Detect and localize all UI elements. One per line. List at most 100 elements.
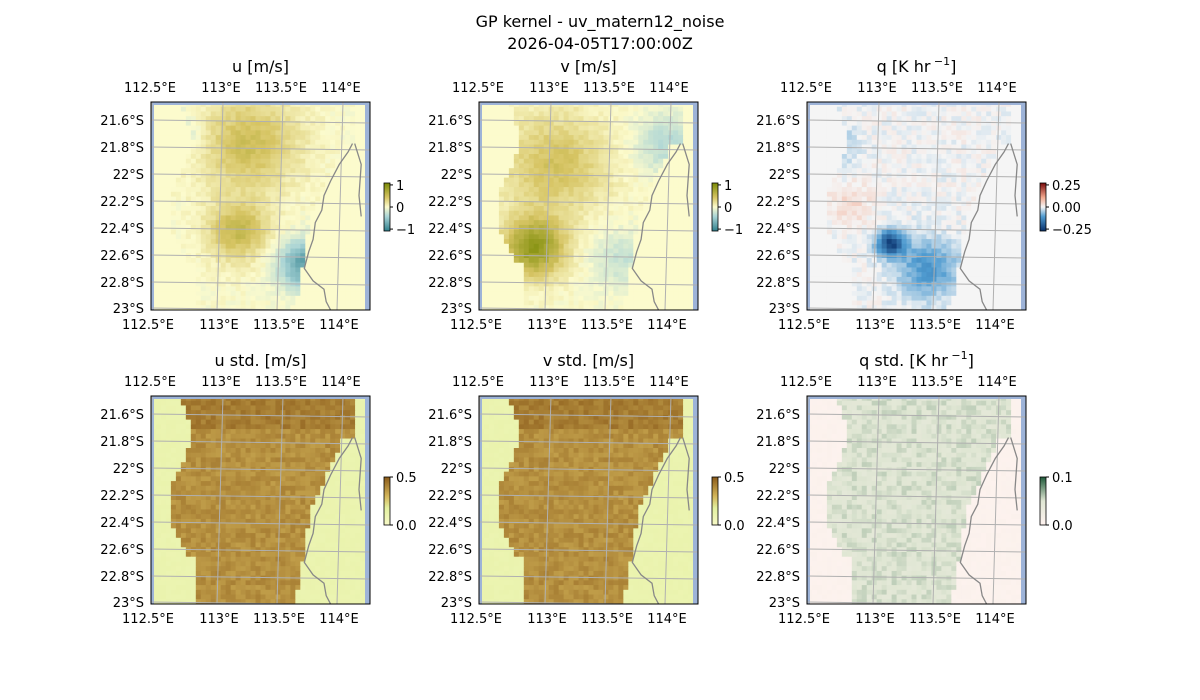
map-panel-v: v [m/s]112.5°E112.5°E113°E113°E113.5°E11… <box>428 57 743 333</box>
ocean-strip-left <box>151 396 154 604</box>
ocean-strip-top <box>807 396 1026 399</box>
gridline-parallel <box>479 440 698 445</box>
panel-frame <box>806 101 1027 311</box>
gridline-parallel <box>151 413 370 418</box>
coastline-island <box>682 437 690 511</box>
y-tick-label: 23°S <box>769 596 800 611</box>
gridline-parallel <box>807 227 1026 232</box>
y-tick-label: 22.8°S <box>756 570 800 585</box>
y-tick-label: 22°S <box>441 168 472 183</box>
y-tick-label: 22.6°S <box>756 249 800 264</box>
y-tick-label: 22.4°S <box>756 516 800 531</box>
gridline-meridian <box>932 102 940 310</box>
y-tick-label: 22.4°S <box>428 516 472 531</box>
gridline-meridian <box>276 102 284 310</box>
heatmap-cells <box>151 102 370 310</box>
y-tick-label: 22.2°S <box>756 195 800 210</box>
colorbar-tick-label: 0.1 <box>1052 471 1073 486</box>
coastline <box>303 143 354 310</box>
gridline-parallel <box>807 521 1026 526</box>
colorbar <box>1039 182 1047 232</box>
y-tick-label: 21.8°S <box>428 141 472 156</box>
y-tick-label: 21.6°S <box>428 114 472 129</box>
ocean-strip-right <box>365 102 370 310</box>
x-tick-label-top: 112.5°E <box>452 81 504 96</box>
ocean-strip-top <box>479 102 698 105</box>
gridline-parallel <box>151 227 370 232</box>
gridline-parallel <box>151 494 370 499</box>
panel-title-suffix: ] <box>968 351 974 370</box>
gridline-parallel <box>151 521 370 526</box>
panel-title: v [m/s] <box>560 57 616 76</box>
colorbar <box>383 476 391 526</box>
gridline-meridian <box>1033 396 1039 604</box>
x-tick-label-top: 113°E <box>857 81 897 96</box>
gridline-meridian <box>377 396 383 604</box>
ocean-strip-right <box>1021 396 1026 604</box>
x-tick-label-bottom: 113.5°E <box>909 612 961 627</box>
colorbar-tick-label: 0.0 <box>1052 519 1073 534</box>
ocean-strip-right <box>365 396 370 604</box>
x-tick-label-bottom: 113.5°E <box>909 318 961 333</box>
x-tick-label-top: 113.5°E <box>911 375 963 390</box>
colorbar-tick-label: 0.0 <box>396 519 417 534</box>
colorbar-tick-label: 0.00 <box>1052 201 1081 216</box>
colorbar-tick-label: 0 <box>396 201 404 216</box>
y-tick-label: 22.8°S <box>756 276 800 291</box>
x-tick-label-top: 112.5°E <box>780 375 832 390</box>
y-tick-label: 22.8°S <box>100 276 144 291</box>
coastline-island <box>1010 143 1018 217</box>
gridline-parallel <box>479 119 698 124</box>
y-tick-label: 21.6°S <box>100 114 144 129</box>
gridline-parallel <box>807 413 1026 418</box>
y-tick-label: 22.8°S <box>100 570 144 585</box>
colorbar <box>383 182 391 232</box>
x-tick-label-top: 112.5°E <box>452 375 504 390</box>
coastline <box>303 437 354 604</box>
x-tick-label-bottom: 113°E <box>855 612 895 627</box>
x-tick-label-top: 114°E <box>977 375 1017 390</box>
colorbar-tick-label: −1 <box>396 223 415 238</box>
x-tick-label-top: 112.5°E <box>124 81 176 96</box>
x-tick-label-top: 114°E <box>977 81 1017 96</box>
gridline-meridian <box>604 102 612 310</box>
x-tick-label-bottom: 112.5°E <box>778 318 830 333</box>
gridline-parallel <box>807 146 1026 151</box>
gridline-parallel <box>807 281 1026 286</box>
ocean-strip-top <box>151 396 370 399</box>
panel-title: q [K hr −1] <box>877 55 957 76</box>
gridline-parallel <box>807 494 1026 499</box>
gridline-parallel <box>807 575 1026 580</box>
ocean-strip-left <box>807 102 810 310</box>
x-tick-label-top: 113.5°E <box>911 81 963 96</box>
x-tick-label-bottom: 114°E <box>647 612 687 627</box>
figure-title: GP kernel - uv_matern12_noise <box>475 12 725 31</box>
map-panel-ustd: u std. [m/s] 112.5°E 112.5°E 113°E 113°E 113.… <box>100 351 416 627</box>
x-tick-label-bottom: 114°E <box>319 318 359 333</box>
colorbar <box>1039 476 1047 526</box>
y-tick-label: 22°S <box>113 168 144 183</box>
x-tick-label-top: 113°E <box>201 81 241 96</box>
ocean-strip-top <box>807 102 1026 105</box>
y-tick-label: 22.4°S <box>100 222 144 237</box>
x-tick-label-top: 113°E <box>529 375 569 390</box>
ocean-strip-left <box>479 102 482 310</box>
y-tick-label: 22.2°S <box>100 489 144 504</box>
ocean-strip-left <box>479 396 482 604</box>
colorbar-tick-label: 1 <box>396 179 404 194</box>
y-tick-label: 23°S <box>441 302 472 317</box>
y-tick-label: 23°S <box>769 302 800 317</box>
gridline-meridian <box>544 102 552 310</box>
y-tick-label: 22.4°S <box>428 222 472 237</box>
y-tick-label: 22.2°S <box>428 489 472 504</box>
panel-frame <box>478 395 699 605</box>
x-tick-label-bottom: 114°E <box>647 318 687 333</box>
gridline-parallel <box>479 521 698 526</box>
y-tick-label: 21.6°S <box>756 114 800 129</box>
heatmap-cells <box>479 102 698 310</box>
y-tick-label: 21.6°S <box>428 408 472 423</box>
gridline-parallel <box>151 254 370 259</box>
panel-frame <box>150 395 371 605</box>
y-tick-label: 22.2°S <box>756 489 800 504</box>
colorbar-tick-label: 0 <box>724 201 732 216</box>
